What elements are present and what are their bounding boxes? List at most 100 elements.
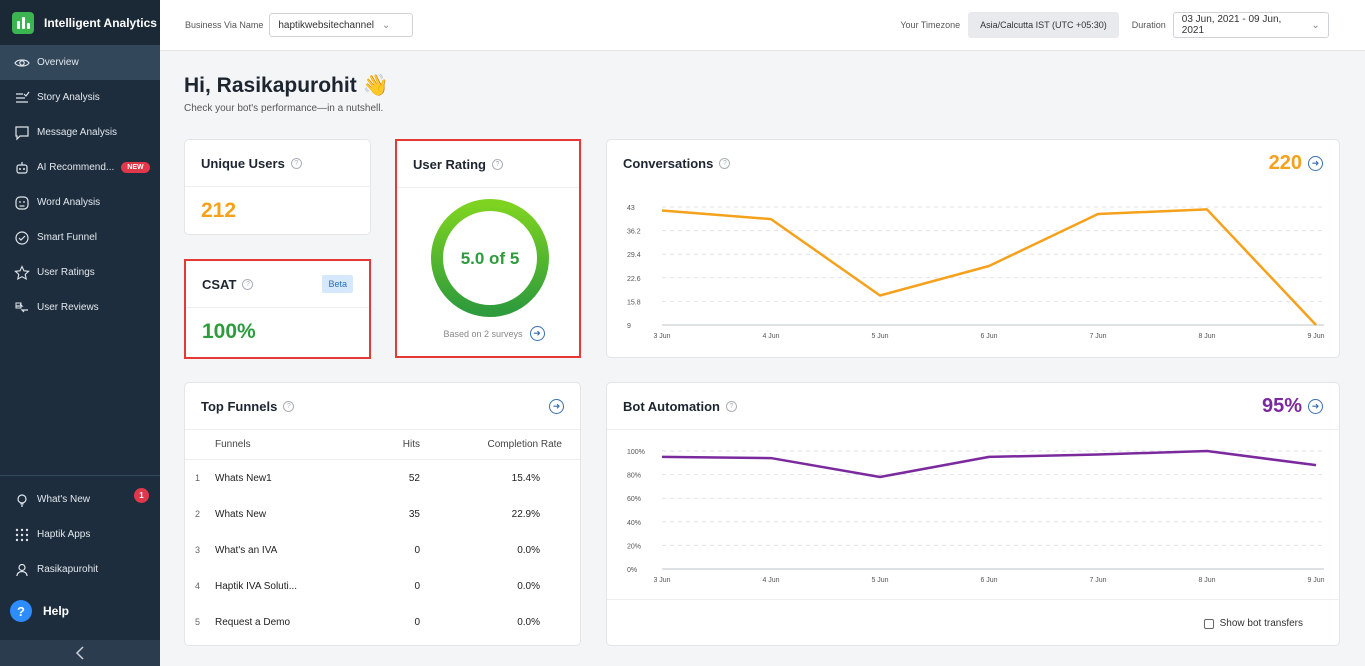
y-tick-label: 60% [627,496,641,503]
message-icon [14,125,30,141]
x-tick-label: 5 Jun [871,577,888,584]
row-index: 5 [195,617,201,627]
user-icon [14,562,30,578]
table-row[interactable]: 1 Whats New1 52 15.4% [185,460,580,496]
sidebar-item-user-profile[interactable]: Rasikapurohit [0,552,160,587]
funnel-hits: 0 [414,616,420,628]
rating-value: 5.0 of 5 [461,249,520,268]
sidebar-item-label: Overview [37,57,79,68]
show-bot-transfers-toggle[interactable]: Show bot transfers [1203,618,1303,629]
eye-icon [14,55,30,71]
x-tick-label: 6 Jun [980,577,997,584]
funnel-rate: 0.0% [517,616,540,628]
analytics-logo-icon [12,11,34,34]
card-header: Conversations? 220 ➜ [607,140,1339,187]
info-icon[interactable]: ? [726,400,737,412]
card-header: Unique Users? [185,140,370,187]
help-button[interactable]: ? Help [0,587,160,635]
business-value: haptikwebsitechannel [278,19,374,31]
y-tick-label: 43 [627,205,635,212]
sidebar-item-haptik-apps[interactable]: Haptik Apps [0,517,160,552]
timezone-label: Your Timezone [900,20,961,30]
x-tick-label: 7 Jun [1089,577,1106,584]
arrow-right-circle-icon[interactable]: ➜ [1308,156,1323,171]
info-icon[interactable]: ? [283,400,295,412]
waving-hand-icon: 👋 [362,74,389,97]
csat-value: 100% [202,320,256,343]
funnel-rate: 22.9% [511,508,540,520]
unique-users-value: 212 [201,199,237,222]
card-header: Top Funnels? ➜ [185,383,580,430]
info-icon[interactable]: ? [491,158,503,170]
funnel-rate: 15.4% [511,472,540,484]
review-icon [14,300,30,316]
card-title: Unique Users? [201,156,302,171]
new-badge: NEW [121,162,150,173]
sidebar-item-smart-funnel[interactable]: Smart Funnel [0,220,160,255]
arrow-right-circle-icon[interactable]: ➜ [549,398,564,414]
funnel-rate: 0.0% [517,544,540,556]
table-row[interactable]: 2 Whats New 35 22.9% [185,496,580,532]
bot-automation-card: Bot Automation? 95% ➜ 100% 80% 60% 40% 20% 0%… [606,382,1340,646]
y-tick-label: 29.4 [627,252,641,259]
row-index: 2 [195,509,201,519]
checkbox[interactable] [1203,618,1214,629]
x-tick-label: 8 Jun [1198,577,1215,584]
column-header-funnels: Funnels [215,439,251,450]
x-tick-label: 4 Jun [762,577,779,584]
duration-picker[interactable]: 03 Jun, 2021 - 09 Jun, 2021 ⌄ [1172,12,1329,38]
funnels-table-body: 1 Whats New1 52 15.4% 2 Whats New 35 22.… [185,460,580,640]
kpi: ➜ [549,398,564,414]
csat-card: CSAT? Beta 100% [184,259,371,359]
sidebar-item-whats-new[interactable]: What's New 1 [0,482,160,517]
checkbox-label: Show bot transfers [1219,618,1303,629]
info-icon[interactable]: ? [719,158,731,169]
table-row[interactable]: 4 Haptik IVA Soluti... 0 0.0% [185,568,580,604]
kpi: 95% ➜ [1262,395,1323,418]
funnel-hits: 52 [408,472,420,484]
brand[interactable]: Intelligent Analytics [0,0,160,45]
sidebar-item-ai-recommend[interactable]: AI Recommend... NEW [0,150,160,185]
sidebar-item-user-ratings[interactable]: User Ratings [0,255,160,290]
x-tick-label: 5 Jun [871,333,888,340]
y-tick-label: 40% [627,520,641,527]
info-icon[interactable]: ? [290,157,302,169]
sidebar-nav: Overview Story Analysis Message Analysis… [0,45,160,325]
sidebar-item-message-analysis[interactable]: Message Analysis [0,115,160,150]
star-icon [14,264,30,281]
beta-badge: Beta [322,275,353,293]
row-index: 3 [195,545,201,555]
table-row[interactable]: 5 Request a Demo 0 0.0% [185,604,580,640]
funnel-rate: 0.0% [517,580,540,592]
bulb-icon [14,492,30,508]
sidebar-item-story-analysis[interactable]: Story Analysis [0,80,160,115]
arrow-right-circle-icon[interactable]: ➜ [529,326,545,341]
sidebar-item-word-analysis[interactable]: Word Analysis [0,185,160,220]
card-title: CSAT? [202,277,254,292]
x-tick-label: 3 Jun [653,577,670,584]
sidebar-item-label: AI Recommend... [37,162,115,173]
funnel-name: Whats New1 [215,472,272,484]
card-title: Top Funnels? [201,399,295,414]
business-select[interactable]: haptikwebsitechannel ⌄ [269,13,414,37]
page-subtitle: Check your bot's performance—in a nutshe… [184,103,384,114]
rating-footnote: Based on 2 surveys ➜ [397,326,579,341]
funnel-name: Haptik IVA Soluti... [215,580,298,592]
help-icon: ? [10,600,32,622]
sidebar-item-label: User Reviews [37,302,99,313]
sidebar-bottom: What's New 1 Haptik Apps Rasikapurohit ?… [0,475,160,635]
funnel-hits: 0 [414,544,420,556]
duration-label: Duration [1131,20,1166,30]
collapse-sidebar-button[interactable] [0,640,160,666]
x-tick-label: 9 Jun [1307,577,1324,584]
top-funnels-card: Top Funnels? ➜ Funnels Hits Completion R… [184,382,581,646]
arrow-right-circle-icon[interactable]: ➜ [1308,398,1323,414]
sidebar-item-user-reviews[interactable]: User Reviews [0,290,160,325]
info-icon[interactable]: ? [242,278,254,290]
series-line [661,208,1317,326]
sidebar-item-overview[interactable]: Overview [0,45,160,80]
y-tick-label: 100% [627,449,645,456]
sidebar-item-label: User Ratings [37,267,95,278]
table-row[interactable]: 3 What's an IVA 0 0.0% [185,532,580,568]
bot-automation-chart: 100% 80% 60% 40% 20% 0% 3 Jun 4 Jun 5 Jun 6 Jun 7 … [607,449,1339,600]
